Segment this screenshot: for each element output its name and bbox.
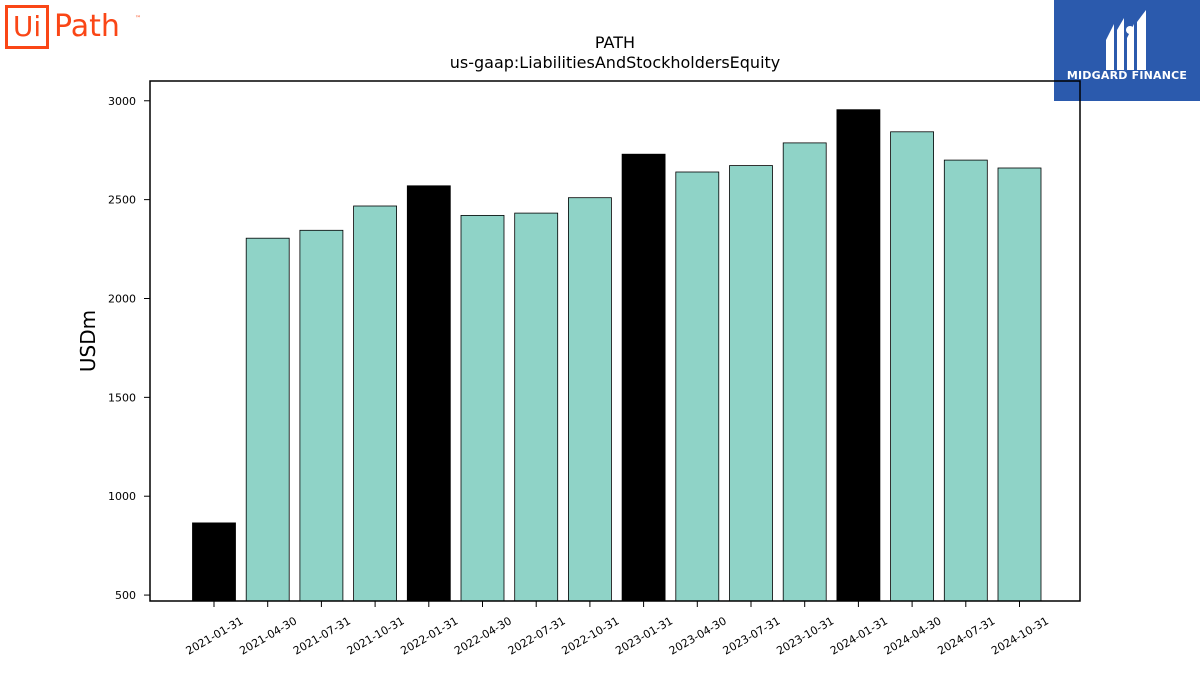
bar-2024-10-31: [997, 167, 1042, 602]
x-tick-label: 2024-04-30: [882, 614, 944, 657]
bar-2023-01-31: [621, 153, 666, 602]
x-tick-label: 2022-04-30: [452, 614, 514, 657]
plot-frame: [149, 80, 1081, 602]
uipath-logo: Ui Path ™: [4, 4, 144, 54]
x-ticks-group: 2021-01-312021-04-302021-07-312021-10-31…: [184, 601, 1051, 658]
logo-trademark: ™: [135, 15, 141, 22]
y-tick-label: 3000: [108, 95, 136, 108]
x-tick-label: 2023-04-30: [667, 614, 729, 657]
bar-2021-01-31: [192, 522, 236, 602]
x-tick-label: 2021-01-31: [184, 614, 246, 657]
bar-2023-07-31: [729, 165, 773, 602]
bar-2022-04-30: [460, 214, 505, 602]
y-ticks-group: 500 1000 1500 2000 2500 3000: [108, 95, 150, 602]
bar-2024-04-30: [890, 131, 934, 602]
x-tick-label: 2024-01-31: [828, 614, 890, 657]
x-tick-label: 2023-10-31: [774, 614, 836, 657]
bar-2022-07-31: [514, 212, 559, 602]
x-tick-label: 2022-07-31: [506, 614, 568, 657]
x-tick-label: 2024-10-31: [989, 614, 1051, 657]
chart-title: PATH: [595, 33, 635, 52]
bar-2024-07-31: [943, 159, 988, 602]
bars-group: [192, 109, 1042, 602]
publisher-name: MIDGARD FINANCE: [1066, 69, 1188, 82]
x-tick-label: 2022-10-31: [560, 614, 622, 657]
chart-subtitle: us-gaap:LiabilitiesAndStockholdersEquity: [450, 53, 781, 72]
y-tick-label: 2000: [108, 292, 136, 305]
midgard-finance-logo: MIDGARD FINANCE: [1054, 0, 1200, 101]
x-tick-label: 2024-07-31: [935, 614, 997, 657]
y-tick-label: 1500: [108, 391, 136, 404]
bar-2022-10-31: [568, 197, 612, 602]
x-tick-label: 2023-01-31: [613, 614, 675, 657]
y-tick-label: 1000: [108, 490, 136, 503]
bar-2021-07-31: [299, 229, 344, 602]
y-tick-label: 500: [115, 589, 136, 602]
x-tick-label: 2021-04-30: [237, 614, 299, 657]
x-tick-label: 2023-07-31: [721, 614, 783, 657]
y-axis-label: USDm: [76, 310, 100, 372]
y-tick-label: 2500: [108, 194, 136, 207]
bar-2023-10-31: [782, 142, 827, 602]
logo-path-text: Path: [54, 9, 120, 44]
bar-2021-04-30: [245, 237, 290, 602]
midgard-emblem-icon: [1106, 10, 1146, 70]
bar-2023-04-30: [675, 171, 720, 602]
logo-ui-box: Ui: [5, 5, 49, 49]
x-tick-label: 2021-07-31: [291, 614, 353, 657]
x-tick-label: 2021-10-31: [345, 614, 407, 657]
x-tick-label: 2022-01-31: [398, 614, 460, 657]
bar-2024-01-31: [836, 109, 881, 602]
bar-2022-01-31: [406, 185, 451, 602]
bar-2021-10-31: [353, 205, 398, 602]
